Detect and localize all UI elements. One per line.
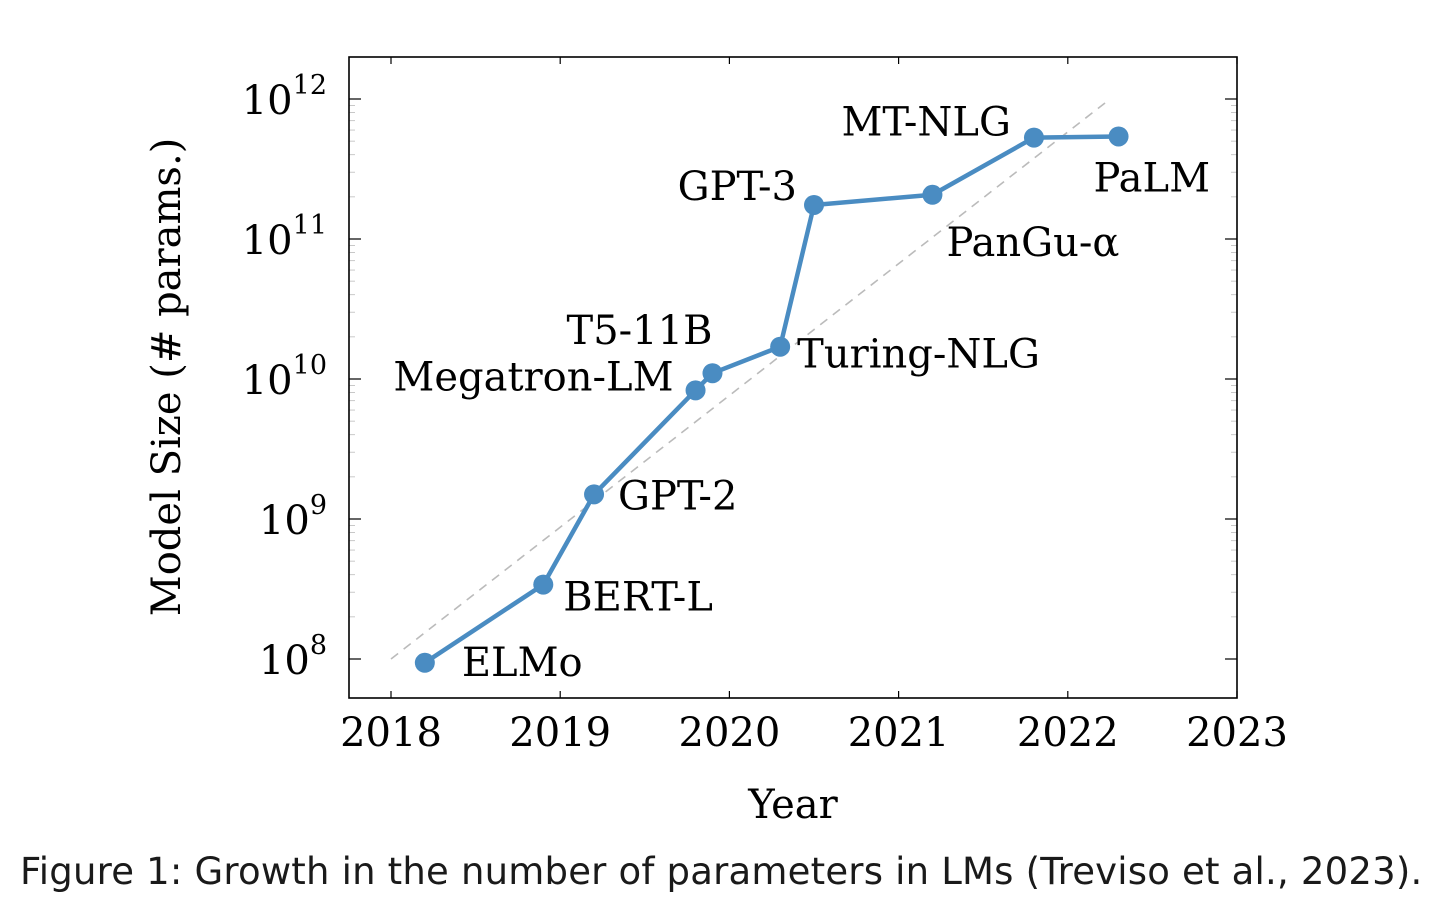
data-point — [414, 652, 435, 673]
point-label: GPT-3 — [678, 164, 797, 210]
plot-frame — [348, 56, 1238, 699]
data-point — [685, 380, 706, 401]
point-label: ELMo — [462, 640, 583, 686]
y-axis-label: Model Size (# params.) — [144, 138, 190, 617]
caption-label: Figure 1: — [20, 850, 183, 893]
data-point — [533, 574, 554, 595]
data-point — [1108, 126, 1129, 147]
x-tick-label: 2018 — [340, 710, 442, 756]
point-label: MT-NLG — [841, 100, 1011, 146]
point-label: BERT-L — [563, 575, 713, 621]
point-label: Turing-NLG — [797, 332, 1040, 378]
minor-ticks — [349, 105, 1237, 618]
x-axis-label: Year — [747, 782, 838, 828]
point-label: T5-11B — [567, 308, 713, 354]
point-label: PanGu-α — [946, 220, 1119, 266]
x-tick-label: 2020 — [679, 710, 781, 756]
x-tick-label: 2023 — [1186, 710, 1288, 756]
trend-line — [390, 98, 1111, 660]
data-points — [414, 126, 1129, 673]
data-point — [1023, 127, 1044, 148]
point-label: PaLM — [1094, 155, 1210, 201]
data-point — [922, 184, 943, 205]
y-tick-label: 1010 — [242, 350, 327, 404]
x-tick-label: 2019 — [509, 710, 611, 756]
data-point — [702, 363, 723, 384]
y-tick-label: 1012 — [242, 70, 327, 124]
data-point — [804, 194, 824, 215]
y-ticks: 108 109 1010 1011 1012 — [242, 70, 1237, 684]
x-tick-label: 2021 — [848, 710, 950, 756]
y-tick-label: 1011 — [242, 210, 327, 264]
x-tick-label: 2022 — [1017, 710, 1119, 756]
data-point — [584, 484, 605, 505]
point-label: Megatron-LM — [393, 354, 673, 400]
point-label: GPT-2 — [618, 473, 737, 519]
x-ticks: 2018 2019 2020 2021 2022 2023 — [340, 57, 1288, 756]
data-point — [770, 336, 791, 357]
series-line — [423, 134, 1119, 665]
figure-caption: Figure 1: Growth in the number of parame… — [20, 850, 1450, 893]
caption-text: Growth in the number of parameters in LM… — [182, 850, 1423, 893]
y-tick-label: 109 — [259, 490, 327, 544]
y-tick-label: 108 — [259, 630, 327, 684]
